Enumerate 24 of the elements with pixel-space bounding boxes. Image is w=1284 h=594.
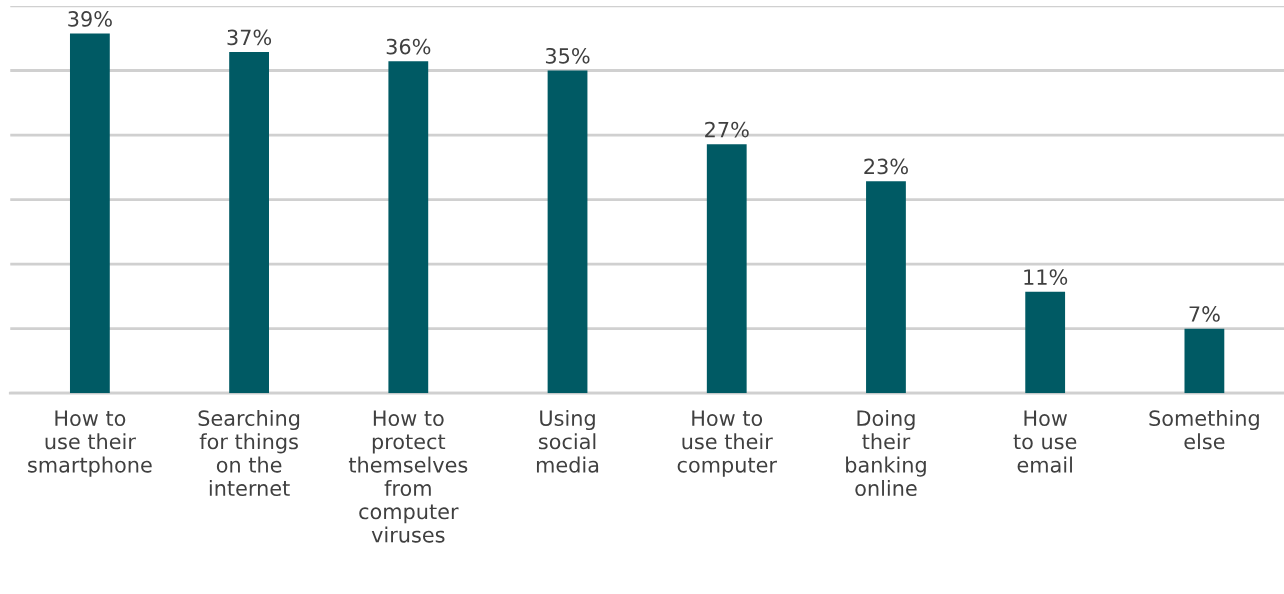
- data-label: 7%: [1189, 306, 1220, 322]
- bar: [69, 33, 110, 394]
- x-tick-label: Doing their banking online: [846, 409, 926, 497]
- x-tick-label: Something else: [1149, 409, 1259, 450]
- x-tick-label: How to use email: [1013, 410, 1077, 473]
- bar: [547, 70, 588, 394]
- bar: [388, 61, 429, 394]
- x-tick-label: Searching for things on the internet: [198, 409, 300, 497]
- data-label: 11%: [1024, 269, 1068, 285]
- x-tick-label: Using social media: [536, 409, 599, 473]
- x-tick-label: How to use their computer: [677, 410, 777, 477]
- bar: [1184, 328, 1225, 394]
- bar: [1025, 291, 1066, 394]
- data-label: 37%: [227, 29, 272, 46]
- data-label: 39%: [68, 11, 112, 27]
- data-label: 23%: [864, 158, 908, 175]
- data-label: 27%: [705, 121, 749, 138]
- x-tick-label: How to protect themselves from computer viruses: [348, 410, 468, 543]
- data-label: 36%: [386, 38, 431, 55]
- bar: [706, 144, 747, 394]
- bar: [866, 181, 906, 394]
- data-label: 35%: [545, 47, 590, 64]
- bar: [229, 52, 269, 394]
- x-tick-label: How to use their smartphone: [28, 410, 152, 477]
